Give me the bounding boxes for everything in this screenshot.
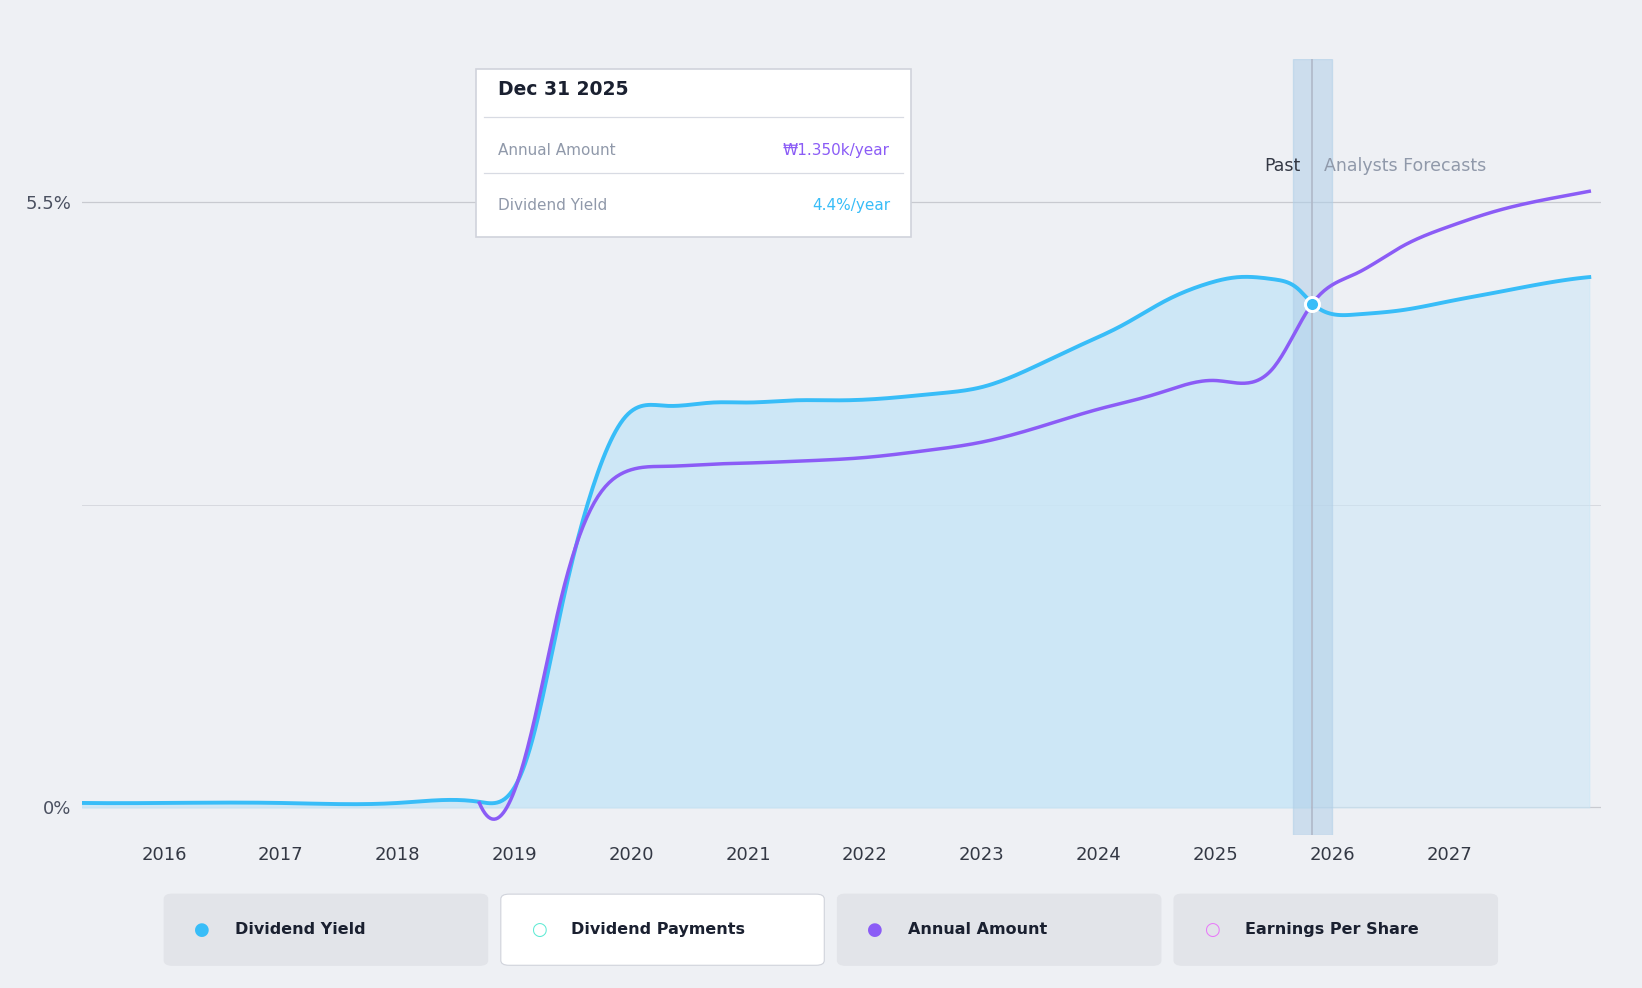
Text: Dividend Yield: Dividend Yield bbox=[235, 922, 366, 938]
Text: ●: ● bbox=[867, 921, 883, 939]
Text: Earnings Per Share: Earnings Per Share bbox=[1245, 922, 1419, 938]
Text: ○: ○ bbox=[1204, 921, 1220, 939]
Text: Annual Amount: Annual Amount bbox=[498, 142, 616, 158]
Text: 4.4%/year: 4.4%/year bbox=[811, 198, 890, 213]
Text: Analysts Forecasts: Analysts Forecasts bbox=[1323, 157, 1486, 175]
Text: Annual Amount: Annual Amount bbox=[908, 922, 1048, 938]
Bar bbox=[1292, 59, 1332, 835]
Text: Dec 31 2025: Dec 31 2025 bbox=[498, 80, 627, 99]
Text: Dividend Yield: Dividend Yield bbox=[498, 198, 608, 213]
Text: ●: ● bbox=[194, 921, 210, 939]
Text: Past: Past bbox=[1264, 157, 1300, 175]
Text: ○: ○ bbox=[530, 921, 547, 939]
Text: ₩1.350k/year: ₩1.350k/year bbox=[783, 142, 890, 158]
Text: Dividend Payments: Dividend Payments bbox=[571, 922, 745, 938]
